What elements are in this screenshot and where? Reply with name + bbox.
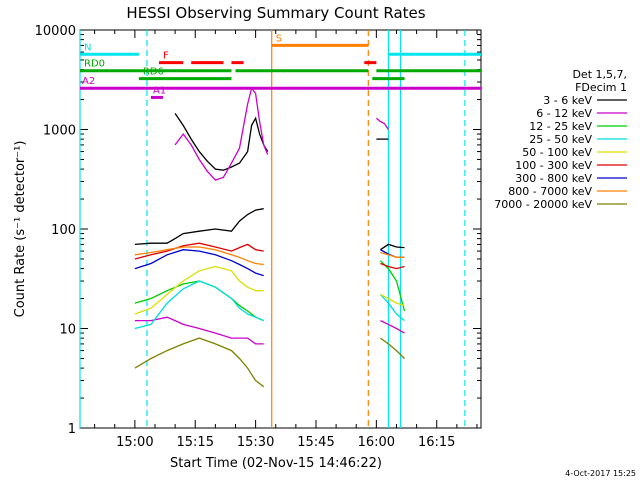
legend-label: 3 - 6 keV (543, 94, 592, 107)
legend-label: 100 - 300 keV (515, 159, 592, 172)
series-line (380, 243, 405, 251)
y-tick-label: 100 (51, 223, 76, 238)
series-line (134, 280, 264, 330)
legend-label: 50 - 100 keV (522, 146, 592, 159)
legend-header: Det 1,5,7, (572, 68, 627, 81)
y-tick-label: 10 (59, 323, 76, 338)
footer-timestamp: 4-Oct-2017 15:25 (565, 469, 636, 478)
legend-label: 12 - 25 keV (529, 120, 592, 133)
x-tick-label: 15:30 (237, 435, 274, 450)
chart-title: HESSI Observing Summary Count Rates (126, 4, 425, 22)
series-line (134, 246, 264, 266)
flag-bar-label: RD6 (143, 67, 164, 78)
flare-curve-line (174, 113, 269, 171)
series-line (134, 208, 264, 246)
y-tick-label: 10000 (35, 24, 76, 39)
flag-bar-label: A1 (153, 85, 166, 96)
y-tick-label: 1 (68, 422, 76, 437)
series-line (380, 262, 405, 270)
flag-bar-label: A2 (82, 76, 95, 87)
series-line (380, 320, 405, 334)
series-line (380, 293, 405, 307)
y-axis-label: Count Rate (s⁻¹ detector⁻¹) (13, 141, 28, 318)
x-tick-label: 16:15 (418, 435, 455, 450)
flare-curve-line (174, 86, 269, 181)
series-line (134, 316, 264, 345)
legend-label: 7000 - 20000 keV (494, 198, 592, 211)
flare-curve-line (375, 117, 389, 130)
flag-bar-label: RD0 (84, 59, 105, 70)
y-tick-label: 1000 (43, 124, 76, 139)
series-line (134, 265, 264, 315)
series-line (380, 337, 405, 359)
series-line (134, 337, 265, 388)
legend-label: 25 - 50 keV (529, 133, 592, 146)
x-tick-label: 15:15 (177, 435, 214, 450)
legend-label: 300 - 800 keV (515, 172, 592, 185)
series-line (134, 242, 264, 260)
legend-header: FDecim 1 (575, 81, 627, 94)
flag-bar-label: N (84, 42, 91, 53)
series-line (379, 293, 405, 322)
series-line (134, 249, 264, 277)
legend-label: 6 - 12 keV (536, 107, 592, 120)
x-tick-label: 16:00 (358, 435, 395, 450)
x-tick-label: 15:45 (297, 435, 334, 450)
series-line (380, 251, 405, 258)
x-tick-label: 15:00 (116, 435, 153, 450)
flag-bar-label: S (276, 33, 282, 44)
x-axis-label: Start Time (02-Nov-15 14:46:22) (170, 456, 382, 471)
flag-bar-label: F (163, 51, 169, 62)
legend-label: 800 - 7000 keV (508, 185, 592, 198)
